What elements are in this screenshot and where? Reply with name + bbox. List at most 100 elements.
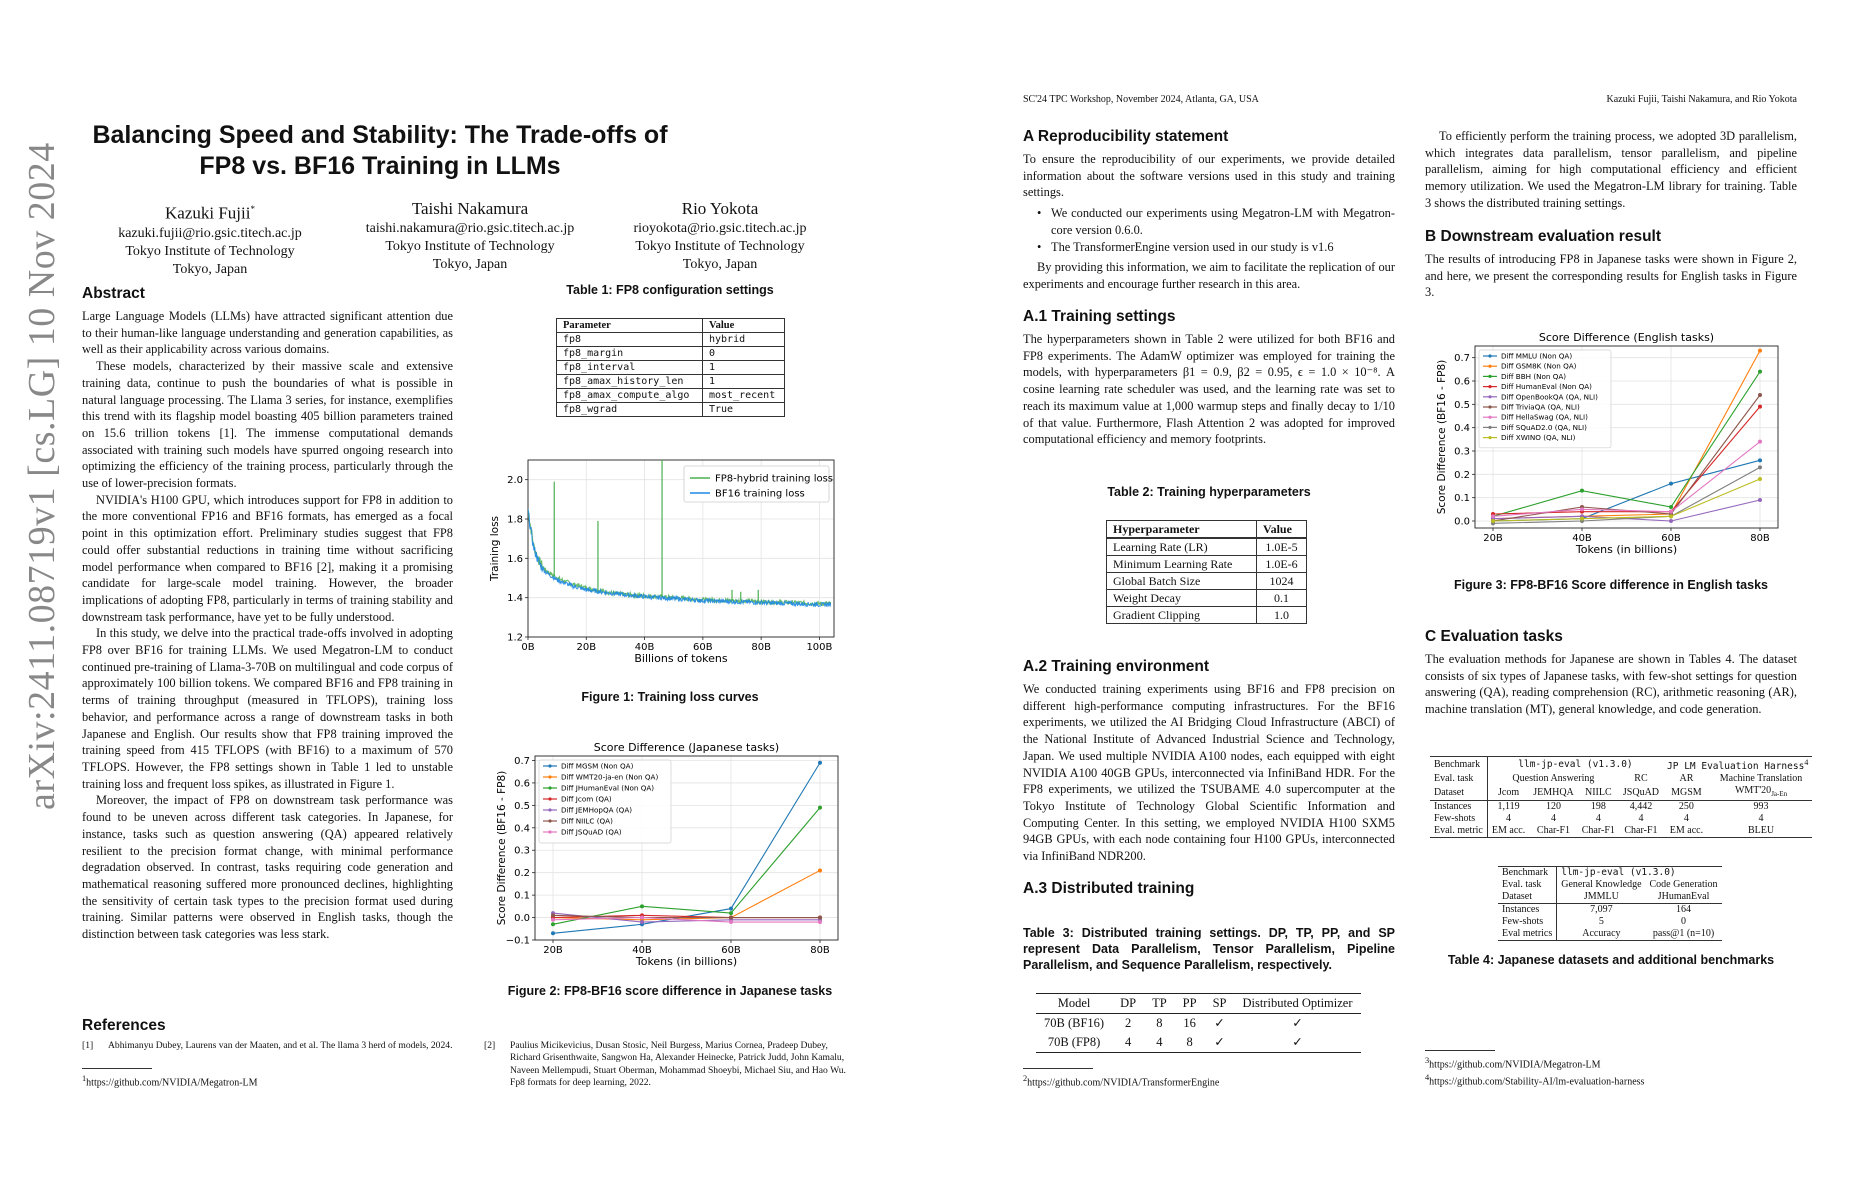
dataset-subscript: Ja-En (1771, 790, 1788, 799)
x-tick-label: 60B (721, 945, 741, 956)
data-point (1580, 516, 1584, 521)
x-tick-label: 60B (1661, 533, 1681, 544)
section-a2-body: We conducted training experiments using … (1023, 681, 1395, 865)
table4-caption: Table 4: Japanese datasets and additiona… (1447, 953, 1775, 967)
table-cell: Learning Rate (LR) (1106, 537, 1257, 556)
author-3: Rio Yokota rioyokota@rio.gsic.titech.ac.… (610, 198, 830, 274)
y-tick-label: 1.6 (507, 554, 523, 565)
figure1-chart: 1.2 1.4 1.6 1.8 2.0 0B 20B 40B 60B 80B 100B Billion… (489, 459, 835, 665)
ref-number: [1] (82, 1040, 94, 1051)
table-cell: JHumanEval (1657, 891, 1710, 902)
y-tick-label: 0.5 (514, 801, 530, 812)
data-point (818, 868, 822, 873)
table-cell: 1,119 (1487, 800, 1530, 814)
table-row: Global Batch Size 1024 (1106, 572, 1307, 590)
parallelism-paragraph: To efficiently perform the training proc… (1425, 128, 1797, 212)
section-a-body: To ensure the reproducibility of our exp… (1023, 151, 1395, 293)
legend-marker (1488, 425, 1492, 429)
table-cell: 4 (1550, 813, 1556, 825)
footnote-link[interactable]: https://github.com/NVIDIA/Megatron-LM (1429, 1059, 1601, 1071)
table-cell: hybrid (702, 332, 785, 347)
table-row: Dataset Jcom JEMHQA NIILC JSQuAD MGSM WM… (1430, 785, 1812, 801)
table-cell: 4 (1638, 813, 1644, 825)
table-cell: 164 (1645, 903, 1722, 916)
table-cell: 1 (702, 360, 785, 375)
data-point (1758, 458, 1762, 463)
series-line (552, 914, 820, 919)
legend-label: Diff HellaSwag (QA, NLI) (1501, 413, 1588, 422)
row-label: Few-shots (1498, 916, 1558, 928)
y-axis-label: Score Difference (BF16 - FP8) (496, 771, 508, 926)
table-cell: fp8_interval (556, 360, 703, 375)
plot-frame (1474, 345, 1779, 529)
table3-caption: Table 3: Distributed training settings. … (1023, 926, 1395, 972)
data-point (640, 915, 644, 920)
legend-marker (548, 764, 552, 768)
table-cell: Char-F1 (1618, 825, 1664, 839)
table-cell: fp8_margin (556, 346, 703, 361)
table-cell: 198 (1577, 800, 1619, 814)
table-cell: BLEU (1709, 825, 1813, 839)
plot-frame (534, 755, 839, 941)
row-label: Eval. metric (1430, 825, 1488, 839)
y-tick-label: 0.3 (514, 846, 530, 857)
data-point (818, 760, 822, 765)
data-point (818, 920, 822, 925)
paragraph: To efficiently perform the training proc… (1425, 129, 1797, 210)
table-cell: Machine Translation (1719, 773, 1803, 785)
table4b: Benchmark llm-jp-eval (v1.3.0) Eval. tas… (1498, 866, 1722, 941)
table-cell: 1.0E-5 (1256, 537, 1307, 556)
table-cell: EM acc. (1663, 825, 1710, 839)
row-label: Dataset (1498, 891, 1558, 904)
table-cell: 4 (1758, 813, 1764, 825)
author-email[interactable]: rioyokota@rio.gsic.titech.ac.jp (633, 221, 807, 236)
legend-label: Diff Jcom (QA) (561, 795, 612, 804)
table-cell: 1 (702, 374, 785, 389)
row-label: Eval. task (1430, 773, 1488, 786)
abstract-paragraph: Large Language Models (LLMs) have attrac… (82, 309, 453, 357)
legend-label: Diff MMLU (Non QA) (1501, 352, 1572, 361)
section-c-body: The evaluation methods for Japanese are … (1425, 651, 1797, 718)
legend-marker (1488, 374, 1492, 378)
table-cell: MGSM (1671, 786, 1702, 798)
data-point (1758, 393, 1762, 397)
data-point (818, 915, 822, 920)
footnote-link[interactable]: https://github.com/NVIDIA/Megatron-LM (86, 1077, 258, 1089)
row-label: Instances (1430, 800, 1488, 814)
series-line (1492, 478, 1761, 522)
footnote-4: 4https://github.com/Stability-AI/lm-eval… (1425, 1073, 1645, 1088)
author-location: Tokyo, Japan (432, 257, 508, 272)
abstract-heading: Abstract (82, 285, 145, 302)
list-item-text: We conducted our experiments using Megat… (1051, 206, 1395, 237)
x-tick-label: 100B (806, 642, 832, 653)
table-header: Model (1057, 996, 1091, 1010)
author-email[interactable]: kazuki.fujii@rio.gsic.titech.ac.jp (118, 225, 302, 241)
author-email[interactable]: taishi.nakamura@rio.gsic.titech.ac.jp (365, 221, 575, 236)
chart-legend: Diff MMLU (Non QA)Diff GSM8K (Non QA)Dif… (1478, 349, 1612, 449)
data-point (1669, 481, 1673, 486)
y-tick-label: 0.2 (1454, 470, 1470, 481)
table-cell: JMMLU (1583, 891, 1619, 902)
table-cell: General Knowledge (1561, 879, 1642, 890)
legend-marker (1488, 436, 1492, 440)
legend-box (1478, 349, 1612, 449)
footnote-link[interactable]: https://github.com/NVIDIA/TransformerEng… (1027, 1077, 1220, 1089)
table-row: fp8_interval 1 (556, 360, 785, 375)
table-row: Few-shots 4 4 4 4 4 4 (1430, 813, 1812, 826)
table1: Parameter Value fp8 hybrid fp8_margin 0 fp8… (556, 318, 785, 417)
section-a-heading: A Reproducibility statement (1023, 128, 1229, 145)
list-item: We conducted our experiments using Megat… (1037, 205, 1395, 238)
footnote-link[interactable]: https://github.com/Stability-AI/lm-evalu… (1429, 1076, 1645, 1088)
footnote-2: 2https://github.com/NVIDIA/TransformerEn… (1023, 1068, 1393, 1089)
table-cell: 0.1 (1256, 589, 1307, 607)
paragraph: We conducted training experiments using … (1023, 682, 1395, 864)
table-cell: 16 (1183, 1016, 1196, 1030)
table-cell: fp8 (556, 332, 703, 347)
section-a1-body: The hyperparameters shown in Table 2 wer… (1023, 331, 1395, 448)
section-b-body: The results of introducing FP8 in Japane… (1425, 251, 1797, 301)
table-row: 70B (FP8) 4 4 8 ✓ ✓ (1036, 1033, 1361, 1053)
row-label: Benchmark (1430, 756, 1488, 774)
legend-label: BF16 training loss (715, 489, 805, 500)
x-tick-label: 20B (1483, 533, 1503, 544)
chart-legend: FP8-hybrid training loss BF16 training lo… (683, 465, 833, 503)
